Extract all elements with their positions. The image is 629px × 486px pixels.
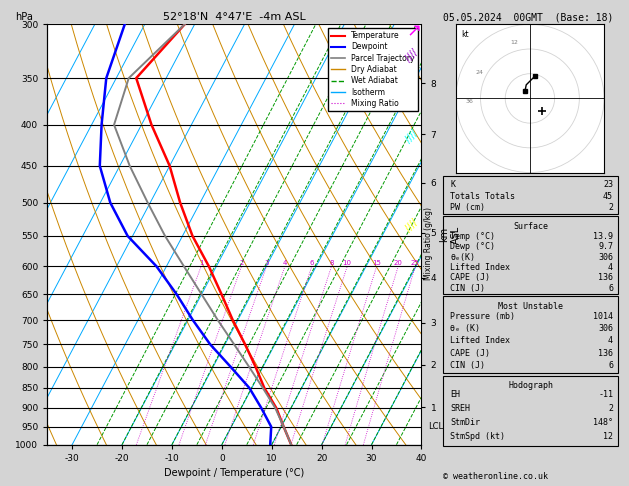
- Text: PW (cm): PW (cm): [450, 203, 486, 212]
- Text: K: K: [450, 180, 455, 190]
- Text: 4: 4: [608, 263, 613, 272]
- Text: ////: ////: [404, 48, 420, 64]
- Text: 1: 1: [199, 260, 203, 266]
- Text: LCL: LCL: [428, 421, 443, 431]
- Text: ////: ////: [404, 128, 420, 144]
- Text: 20: 20: [394, 260, 403, 266]
- Text: StmDir: StmDir: [450, 418, 481, 427]
- Text: ////: ////: [404, 218, 420, 234]
- Text: Totals Totals: Totals Totals: [450, 191, 515, 201]
- Text: Most Unstable: Most Unstable: [498, 302, 564, 311]
- Text: 1014: 1014: [593, 312, 613, 321]
- Text: CAPE (J): CAPE (J): [450, 273, 491, 282]
- Text: θₑ (K): θₑ (K): [450, 324, 481, 333]
- Text: kt: kt: [461, 30, 469, 39]
- Text: 4: 4: [282, 260, 287, 266]
- Text: 23: 23: [603, 180, 613, 190]
- Text: 12: 12: [510, 40, 518, 45]
- Text: 306: 306: [598, 253, 613, 261]
- Text: hPa: hPa: [15, 12, 33, 22]
- X-axis label: Dewpoint / Temperature (°C): Dewpoint / Temperature (°C): [164, 469, 304, 478]
- Text: 6: 6: [608, 361, 613, 370]
- Text: 6: 6: [309, 260, 314, 266]
- Text: 45: 45: [603, 191, 613, 201]
- Text: 05.05.2024  00GMT  (Base: 18): 05.05.2024 00GMT (Base: 18): [443, 12, 614, 22]
- Text: 10: 10: [343, 260, 352, 266]
- Text: 13.9: 13.9: [593, 232, 613, 241]
- Legend: Temperature, Dewpoint, Parcel Trajectory, Dry Adiabat, Wet Adiabat, Isotherm, Mi: Temperature, Dewpoint, Parcel Trajectory…: [328, 28, 418, 111]
- Y-axis label: km
ASL: km ASL: [439, 226, 460, 243]
- Text: Temp (°C): Temp (°C): [450, 232, 496, 241]
- Text: CIN (J): CIN (J): [450, 361, 486, 370]
- Text: 6: 6: [608, 284, 613, 293]
- Text: Lifted Index: Lifted Index: [450, 336, 511, 346]
- Text: Dewp (°C): Dewp (°C): [450, 242, 496, 251]
- Text: -11: -11: [598, 390, 613, 399]
- Text: 36: 36: [465, 99, 474, 104]
- Text: 8: 8: [329, 260, 334, 266]
- Text: 306: 306: [598, 324, 613, 333]
- Text: CIN (J): CIN (J): [450, 284, 486, 293]
- Text: Hodograph: Hodograph: [508, 381, 554, 390]
- Text: Surface: Surface: [513, 222, 548, 231]
- Text: SREH: SREH: [450, 404, 470, 413]
- Text: 12: 12: [603, 432, 613, 441]
- Text: 136: 136: [598, 348, 613, 358]
- Text: θₑ(K): θₑ(K): [450, 253, 476, 261]
- Text: 24: 24: [476, 69, 484, 75]
- Text: ↗: ↗: [406, 22, 421, 41]
- Text: © weatheronline.co.uk: © weatheronline.co.uk: [443, 472, 548, 481]
- Text: 3: 3: [264, 260, 269, 266]
- Text: 15: 15: [372, 260, 381, 266]
- Text: 4: 4: [608, 336, 613, 346]
- Text: 2: 2: [608, 203, 613, 212]
- Text: CAPE (J): CAPE (J): [450, 348, 491, 358]
- Text: Pressure (mb): Pressure (mb): [450, 312, 515, 321]
- Text: 2: 2: [608, 404, 613, 413]
- Text: EH: EH: [450, 390, 460, 399]
- Text: 148°: 148°: [593, 418, 613, 427]
- Text: Lifted Index: Lifted Index: [450, 263, 511, 272]
- Text: 25: 25: [411, 260, 420, 266]
- Title: 52°18'N  4°47'E  -4m ASL: 52°18'N 4°47'E -4m ASL: [163, 12, 306, 22]
- Text: Mixing Ratio (g/kg): Mixing Ratio (g/kg): [425, 207, 433, 279]
- Text: 136: 136: [598, 273, 613, 282]
- Text: StmSpd (kt): StmSpd (kt): [450, 432, 506, 441]
- Text: 9.7: 9.7: [598, 242, 613, 251]
- Text: 2: 2: [239, 260, 243, 266]
